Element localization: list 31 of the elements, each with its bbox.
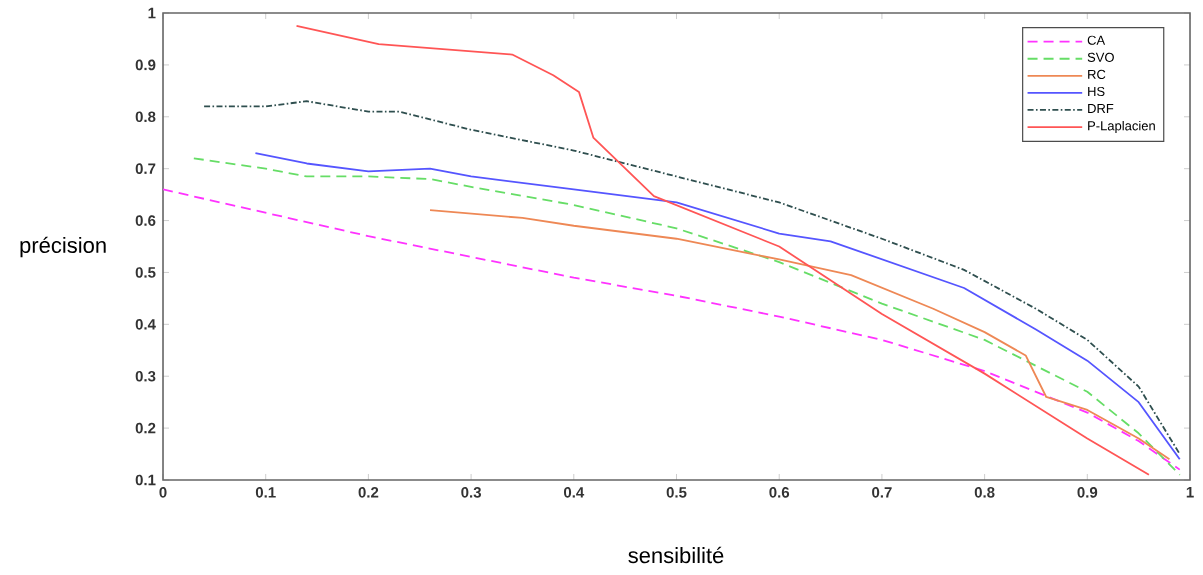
x-tick-label: 0.2: [358, 487, 379, 498]
y-tick-label: 0.1: [135, 474, 156, 486]
y-tick-label: 0.5: [135, 267, 156, 278]
legend-label: P-Laplacien: [1088, 120, 1155, 133]
legend-label: SVO: [1087, 52, 1114, 62]
x-tick-label: 0: [159, 487, 167, 498]
x-tick-label: 0.8: [974, 487, 995, 498]
x-tick-label: 0.5: [666, 487, 687, 498]
y-tick-label: 0.7: [135, 163, 156, 174]
x-tick-label: 0.4: [563, 487, 585, 498]
legend-label: RC: [1088, 69, 1106, 79]
y-tick-label: 0.4: [135, 319, 156, 330]
line-series: [203, 100, 1181, 455]
y-tick-label: 0.9: [135, 59, 156, 71]
line-series: [429, 209, 1171, 461]
x-tick-label: 0.9: [1077, 487, 1098, 498]
x-axis-title: sensibilité: [628, 546, 724, 564]
y-axis-title: précision: [20, 236, 106, 258]
y-tick-label: 0.2: [135, 422, 156, 434]
x-tick-label: 0.1: [255, 487, 276, 498]
y-tick-label: 0.3: [135, 370, 156, 382]
x-tick-label: 1: [1186, 487, 1194, 498]
legend-label: DRF: [1088, 103, 1114, 113]
x-tick-label: 0.3: [461, 487, 481, 498]
x-tick-label: 0.7: [872, 487, 892, 498]
y-tick-label: 0.8: [135, 111, 156, 123]
x-tick-label: 0.6: [769, 487, 790, 498]
legend-label: HS: [1088, 86, 1105, 97]
y-tick-label: 1: [148, 7, 156, 19]
legend-label: CA: [1087, 35, 1106, 45]
y-tick-label: 0.6: [135, 215, 156, 226]
